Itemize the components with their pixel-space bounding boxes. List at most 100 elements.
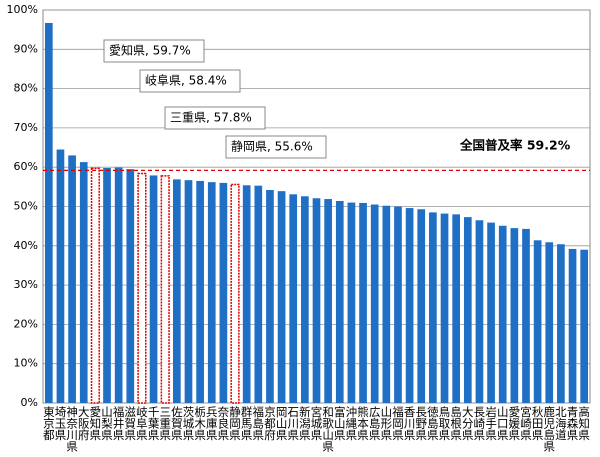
bar — [405, 208, 414, 403]
reference-label: 全国普及率 59.2% — [459, 138, 571, 153]
annotation-box — [139, 69, 241, 93]
bar — [568, 248, 577, 403]
x-tick-label: 富山県 — [333, 405, 347, 441]
bar — [580, 249, 589, 403]
x-tick-label: 福井県 — [112, 405, 126, 441]
x-tick-label: 山梨県 — [100, 406, 114, 441]
annotation: 岐阜県, 58.4% — [145, 74, 227, 88]
bar — [557, 244, 565, 403]
x-tick-label: 埼玉県 — [53, 405, 67, 441]
x-tick-label: 三重県 — [158, 406, 172, 441]
bar — [382, 205, 391, 403]
bar — [277, 191, 286, 403]
x-tick-label: 大分県 — [461, 405, 475, 441]
x-tick-label: 香川県 — [403, 406, 417, 441]
bar — [417, 209, 426, 403]
x-tick-label: 茨城県 — [181, 405, 195, 441]
x-tick-label: 千葉県 — [147, 406, 161, 441]
x-tick-label: 滋賀県 — [123, 406, 137, 441]
bar — [359, 202, 367, 403]
x-tick-label: 長崎県 — [472, 406, 486, 441]
bar — [126, 169, 135, 403]
bar — [242, 185, 251, 403]
x-tick-label: 群馬県 — [240, 405, 254, 441]
x-tick-label: 福島県 — [251, 405, 265, 441]
y-tick-label: 50% — [14, 200, 38, 213]
x-tick-label: 東京都 — [42, 406, 56, 441]
bar — [114, 167, 123, 403]
bar — [533, 240, 542, 403]
bar — [429, 212, 437, 403]
x-tick-label: 京都府 — [263, 405, 277, 441]
bar — [172, 179, 181, 403]
bar — [510, 228, 519, 403]
annotation: 静岡県, 55.6% — [231, 140, 313, 154]
bar — [475, 220, 484, 403]
x-tick-label: 和歌山県 — [321, 406, 335, 453]
y-tick-label: 70% — [14, 121, 38, 134]
bar — [312, 198, 321, 403]
bar — [149, 175, 158, 403]
bar — [254, 185, 263, 403]
bar — [184, 180, 193, 403]
bar — [370, 204, 379, 403]
x-tick-label: 愛知県 — [88, 406, 102, 441]
x-tick-label: 熊本県 — [356, 405, 370, 441]
bar — [289, 194, 298, 403]
bar — [44, 22, 53, 404]
x-tick-label: 岐阜県 — [135, 406, 149, 441]
x-tick-label: 奈良県 — [216, 405, 230, 441]
x-tick-label: 山口県 — [496, 406, 510, 441]
bar — [79, 162, 88, 403]
annotation-box — [164, 106, 266, 130]
bar — [394, 206, 402, 403]
bar — [230, 183, 240, 404]
x-tick-label: 鹿児島県 — [542, 405, 556, 453]
annotations: 愛知県, 59.7% 岐阜県, 58.4% 三重県, 57.8% 静岡県, 55… — [103, 39, 571, 159]
y-tick-label: 20% — [14, 317, 38, 330]
x-tick-label: 宮崎県 — [519, 405, 533, 441]
y-tick-label: 60% — [14, 160, 38, 173]
bar — [103, 167, 111, 403]
x-tick-label: 栃木県 — [193, 405, 207, 441]
y-tick-label: 0% — [21, 396, 38, 409]
x-tick-label: 鳥取県 — [438, 405, 452, 441]
annotation: 三重県, 57.8% — [170, 111, 252, 125]
x-tick-label: 神奈川県 — [65, 405, 79, 453]
bar — [545, 242, 554, 403]
bar — [301, 196, 309, 403]
x-tick-label: 秋田県 — [531, 405, 545, 441]
x-tick-label: 沖縄県 — [344, 406, 358, 441]
bar — [440, 213, 449, 403]
bar — [266, 189, 274, 403]
y-tick-label: 80% — [14, 82, 38, 95]
x-tick-label: 北海道 — [554, 406, 568, 441]
bar — [324, 199, 332, 403]
x-tick-label: 兵庫県 — [205, 406, 219, 441]
x-tick-label: 青森県 — [566, 406, 580, 441]
bar — [522, 228, 530, 403]
x-tick-label: 徳島県 — [426, 405, 440, 441]
bar — [335, 200, 344, 403]
bar — [196, 180, 204, 403]
x-tick-label: 長野県 — [414, 406, 428, 441]
annotation-box — [225, 135, 327, 159]
x-tick-label: 新潟県 — [298, 405, 312, 441]
x-tick-label: 愛媛県 — [507, 406, 521, 441]
x-tick-label: 岡山県 — [275, 406, 289, 441]
x-tick-label: 山形県 — [379, 406, 393, 441]
bar — [463, 217, 472, 403]
annotation-box — [103, 39, 205, 63]
x-tick-label: 高知県 — [577, 405, 591, 441]
bar — [137, 172, 147, 404]
y-tick-label: 10% — [14, 357, 38, 370]
bar — [160, 175, 170, 404]
bar — [207, 182, 216, 403]
bar — [498, 225, 507, 403]
bar — [68, 155, 76, 403]
bar — [487, 222, 495, 403]
x-tick-label: 岩手県 — [484, 405, 498, 441]
bar — [90, 167, 100, 404]
